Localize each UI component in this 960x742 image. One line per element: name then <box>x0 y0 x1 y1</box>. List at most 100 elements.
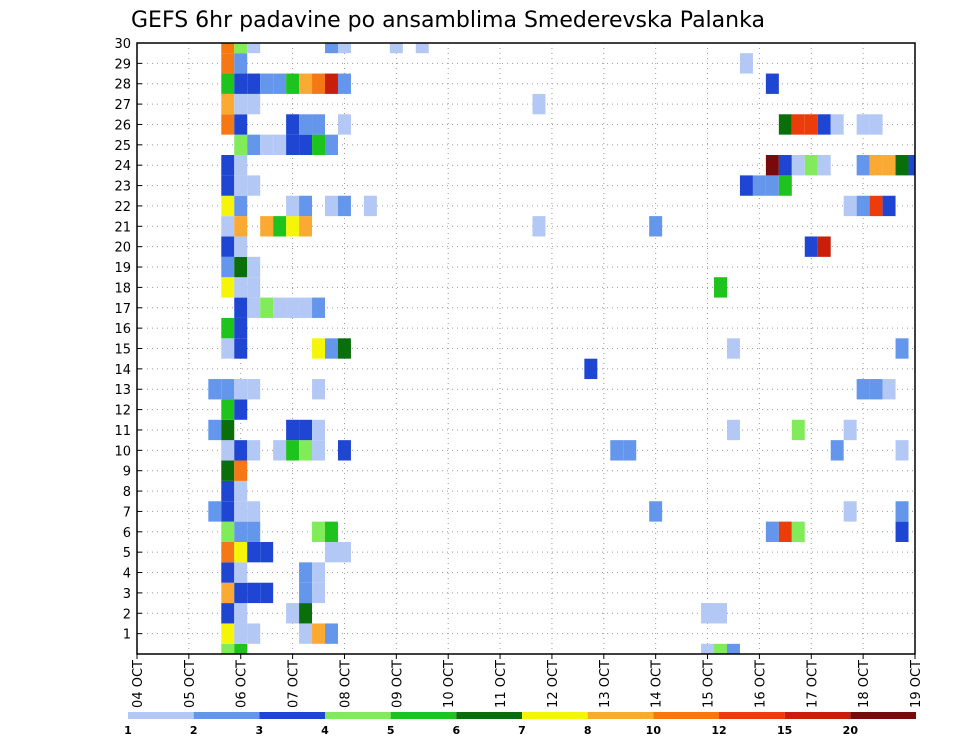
legend-swatch <box>193 712 260 719</box>
legend-label: 10 <box>646 724 662 737</box>
heatmap-cell <box>312 379 326 400</box>
heatmap-cell <box>895 338 909 359</box>
heatmap-cell <box>234 236 248 257</box>
heatmap-cell <box>260 216 274 237</box>
heatmap-cell <box>299 195 313 217</box>
heatmap-cell <box>312 419 326 441</box>
heatmap-cell <box>843 195 857 217</box>
y-tick-label: 19 <box>114 261 131 276</box>
legend-swatch <box>587 712 654 719</box>
heatmap-cell <box>286 297 300 318</box>
heatmap-cell <box>221 440 235 461</box>
heatmap-cell <box>299 216 313 237</box>
heatmap-cell <box>299 440 313 461</box>
heatmap-cell <box>234 603 248 624</box>
x-tick-label: 04 OCT <box>131 660 146 708</box>
heatmap-cell <box>234 317 248 339</box>
heatmap-cell <box>221 623 235 644</box>
heatmap-cell <box>856 195 870 217</box>
legend-swatch <box>522 712 588 719</box>
heatmap-cell <box>234 541 248 563</box>
heatmap-cell <box>221 43 235 54</box>
heatmap-cell <box>765 73 779 94</box>
heatmap-cell <box>714 643 727 654</box>
heatmap-cell <box>247 297 261 318</box>
y-tick-label: 29 <box>114 57 131 72</box>
heatmap-cell <box>273 216 287 237</box>
heatmap-cell <box>804 114 818 135</box>
heatmap-cell <box>221 501 235 522</box>
heatmap-cell <box>221 317 235 339</box>
heatmap-cell <box>221 256 235 278</box>
heatmap-cell <box>234 562 248 583</box>
heatmap-cell <box>714 277 727 298</box>
heatmap-cell <box>234 277 248 298</box>
heatmap-cell <box>804 236 818 257</box>
x-tick-label: 10 OCT <box>442 660 457 708</box>
heatmap-cell <box>221 277 235 298</box>
y-tick-label: 23 <box>114 180 131 195</box>
heatmap-cell <box>273 297 287 318</box>
heatmap-cell <box>221 73 235 94</box>
heatmap-cell <box>221 480 235 502</box>
y-tick-label: 27 <box>114 98 131 113</box>
heatmap-cell <box>389 43 403 54</box>
heatmap-cell <box>895 501 909 522</box>
x-tick-label: 16 OCT <box>753 660 768 708</box>
heatmap-cell <box>260 582 274 604</box>
heatmap-cell <box>286 195 300 217</box>
heatmap-cell <box>739 175 753 196</box>
x-tick-label: 18 OCT <box>857 660 872 708</box>
heatmap-cell <box>221 216 235 237</box>
heatmap-cell <box>610 440 624 461</box>
legend-label: 6 <box>453 724 461 737</box>
heatmap-cell <box>791 419 805 441</box>
heatmap-cell <box>299 603 313 624</box>
heatmap-cell <box>312 338 326 359</box>
cells <box>208 43 915 654</box>
legend-swatch <box>653 712 719 719</box>
heatmap-cell <box>778 521 792 542</box>
heatmap-cell <box>804 155 818 176</box>
y-tick-label: 11 <box>114 424 131 439</box>
legend-swatch <box>325 712 391 719</box>
heatmap-cell <box>234 460 248 481</box>
heatmap-cell <box>856 155 870 176</box>
heatmap-cell <box>286 440 300 461</box>
heatmap-cell <box>325 521 338 542</box>
heatmap-cell <box>234 73 248 94</box>
legend-label: 3 <box>256 724 264 737</box>
heatmap-cell <box>221 114 235 135</box>
heatmap-cell <box>739 53 753 74</box>
x-tick-label: 11 OCT <box>494 660 509 708</box>
heatmap-cell <box>337 73 351 94</box>
heatmap-cell <box>791 114 805 135</box>
heatmap-cell <box>325 195 338 217</box>
heatmap-cell <box>234 93 248 115</box>
y-tick-label: 18 <box>114 281 131 296</box>
heatmap-cell <box>273 134 287 156</box>
heatmap-cell <box>856 379 870 400</box>
y-tick-label: 8 <box>123 485 131 500</box>
heatmap-cell <box>234 256 248 278</box>
heatmap-cell <box>260 134 274 156</box>
chart-title: GEFS 6hr padavine po ansamblima Smederev… <box>131 8 765 33</box>
heatmap-cell <box>247 541 261 563</box>
heatmap-cell <box>299 114 313 135</box>
heatmap-cell <box>415 43 429 54</box>
heatmap-cell <box>247 501 261 522</box>
heatmap-cell <box>765 155 779 176</box>
heatmap-cell <box>221 521 235 542</box>
heatmap-cell <box>221 541 235 563</box>
legend-label: 4 <box>321 724 329 737</box>
heatmap-cell <box>765 521 779 542</box>
heatmap-cell <box>247 277 261 298</box>
heatmap-cell <box>234 43 248 54</box>
legend-swatch <box>390 712 457 719</box>
y-tick-label: 14 <box>114 363 131 378</box>
y-tick-label: 6 <box>123 526 131 541</box>
heatmap-cell <box>286 73 300 94</box>
heatmap-cell <box>726 338 740 359</box>
heatmap-cell <box>649 501 663 522</box>
